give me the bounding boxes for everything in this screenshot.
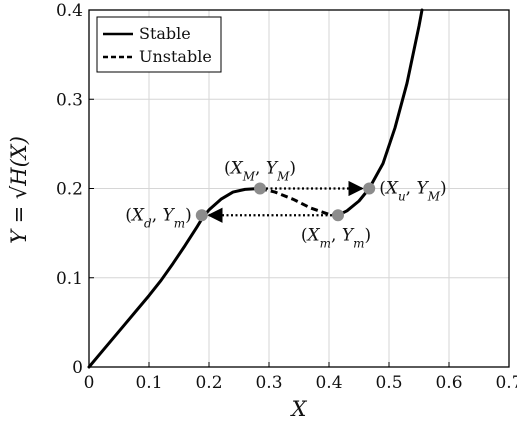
tick-layer: 0 0.1 0.2 0.3 0.4 0.5 0.6 0.7 0 0.1 0.2 0.3 0.4	[56, 1, 517, 393]
annotation-layer: (XM, YM) (Xm, Ym) (Xd, Ym) (Xu, YM)	[125, 159, 446, 251]
x-tick-label: 0.5	[375, 373, 402, 393]
point-label: (Xu, YM)	[379, 179, 446, 204]
x-tick-label: 0.4	[315, 373, 342, 393]
series-unstable-line	[259, 187, 339, 217]
point-label: (Xd, Ym)	[125, 205, 192, 230]
x-tick-label: 0.2	[195, 373, 222, 393]
y-tick-label: 0.2	[56, 180, 83, 200]
y-tick-label: 0.1	[56, 269, 83, 289]
legend-box	[96, 16, 222, 73]
series-stable-line	[336, 8, 424, 217]
point-label: (XM, YM)	[224, 159, 296, 184]
legend-label-unstable: Unstable	[139, 47, 212, 66]
critical-point	[195, 209, 208, 222]
y-tick-label: 0	[72, 358, 83, 378]
x-tick-label: 0.1	[135, 373, 162, 393]
critical-point	[363, 182, 376, 195]
point-layer	[195, 182, 376, 222]
y-axis-label: Y = √H(X)	[7, 136, 31, 244]
legend: Stable Unstable	[96, 16, 222, 73]
critical-point	[254, 182, 266, 195]
legend-label-stable: Stable	[139, 24, 191, 43]
x-tick-label: 0.3	[255, 373, 282, 393]
y-tick-label: 0.3	[56, 90, 83, 110]
x-tick-label: 0	[84, 373, 95, 393]
x-tick-label: 0.6	[435, 373, 462, 393]
point-label: (Xm, Ym)	[301, 225, 371, 250]
critical-point	[332, 209, 344, 222]
x-tick-label: 0.7	[495, 373, 517, 393]
y-tick-label: 0.4	[56, 1, 83, 21]
x-axis-label: X	[290, 397, 308, 421]
series-layer	[87, 8, 424, 369]
series-stable-line	[87, 187, 262, 369]
